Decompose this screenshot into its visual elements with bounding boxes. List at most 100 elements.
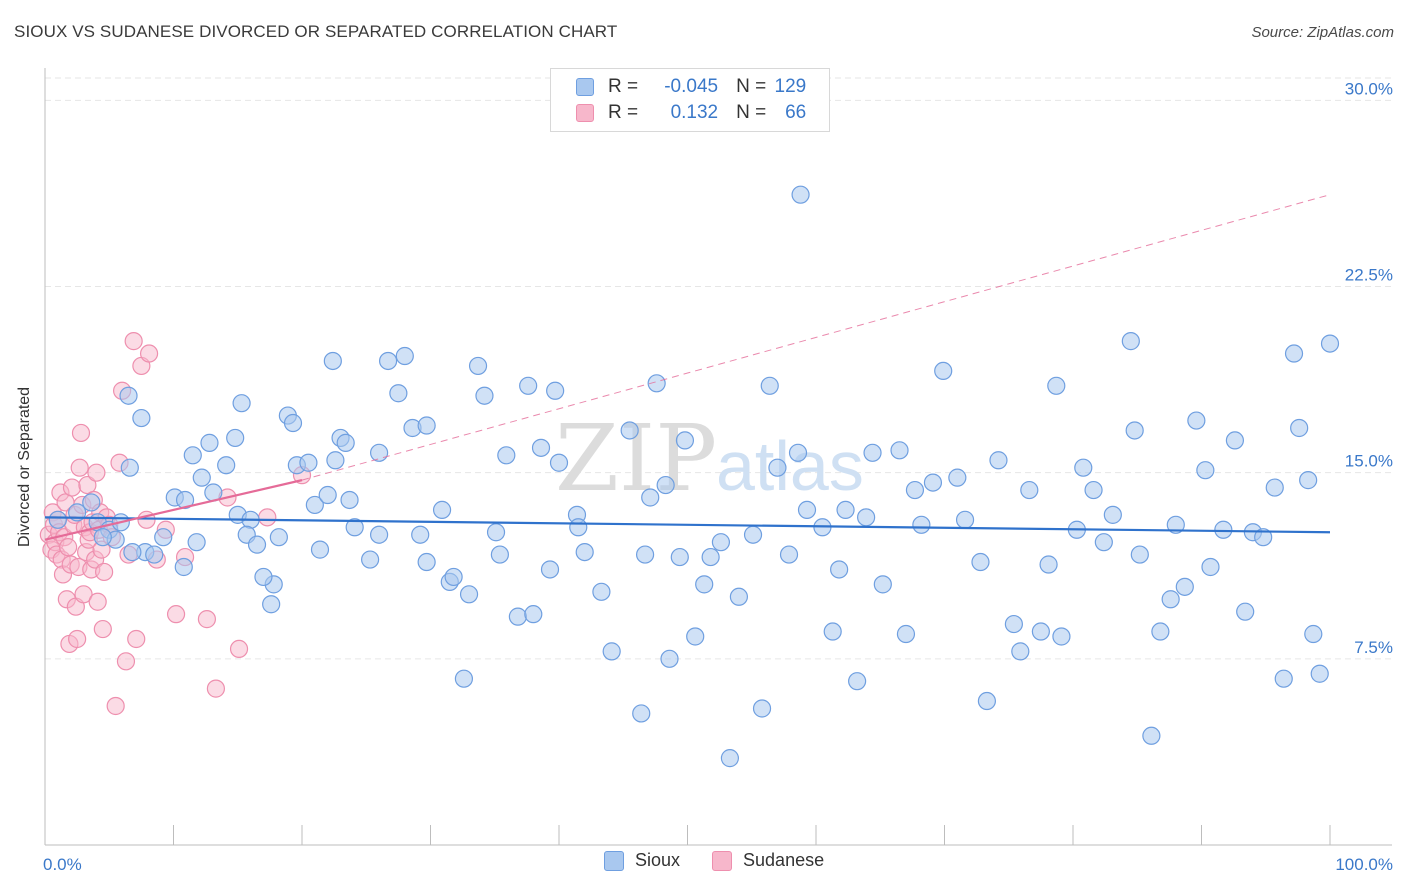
sioux-point — [120, 458, 139, 477]
sioux-point — [323, 351, 342, 371]
sioux-point — [459, 585, 479, 604]
sioux-point — [989, 451, 1008, 470]
sioux-legend-label: Sioux — [635, 850, 681, 870]
sioux-point — [454, 669, 474, 688]
sioux-point — [830, 560, 849, 579]
sioux-point — [299, 453, 318, 472]
sudanese-trend-extension — [301, 194, 1331, 481]
sudanese-point — [59, 538, 78, 557]
sioux-point — [531, 438, 551, 457]
sioux-point — [417, 416, 436, 435]
sioux-point — [1265, 478, 1284, 497]
sioux-point — [569, 518, 588, 537]
sioux-point — [310, 540, 330, 559]
sioux-point — [417, 552, 436, 572]
sioux-point — [389, 384, 408, 403]
sioux-point — [797, 500, 817, 520]
sioux-point — [1236, 602, 1255, 621]
legend-r-label: R = — [608, 102, 639, 123]
sioux-point — [378, 351, 398, 371]
sioux-points — [48, 185, 1340, 768]
sioux-point — [1304, 624, 1323, 644]
sudanese-point — [106, 696, 125, 716]
sioux-point — [1201, 557, 1220, 577]
watermark-zip: ZIP — [555, 405, 717, 512]
sioux-point — [546, 381, 565, 400]
legend-item-sioux: Sioux — [604, 850, 680, 871]
sioux-point — [490, 545, 509, 564]
sudanese-point — [258, 508, 277, 527]
y-tick-label: 15.0% — [1345, 452, 1393, 471]
sioux-point — [823, 622, 842, 641]
sudanese-swatch — [576, 104, 594, 122]
sioux-point — [641, 488, 660, 507]
sioux-point — [1039, 555, 1058, 574]
sioux-point — [187, 533, 206, 552]
y-tick-label: 7.5% — [1354, 638, 1393, 657]
sioux-point — [701, 547, 720, 567]
legend-n-value: 129 — [774, 76, 807, 97]
sioux-point — [768, 458, 787, 477]
sioux-point — [226, 428, 245, 448]
sioux-point — [217, 456, 236, 475]
chart-title: SIOUX VS SUDANESE DIVORCED OR SEPARATED … — [14, 22, 618, 41]
sioux-point — [336, 433, 355, 452]
sioux-point — [370, 443, 389, 462]
sioux-point — [361, 550, 380, 569]
sioux-point — [602, 642, 621, 661]
sioux-point — [1320, 334, 1340, 353]
sioux-point — [635, 545, 655, 564]
sioux-point — [497, 446, 516, 465]
sudanese-point — [229, 639, 249, 659]
sudanese-point — [70, 458, 89, 477]
gridlines — [45, 77, 1392, 660]
tick-labels: 7.5% 15.0% 22.5% 30.0% 0.0% 100.0% — [43, 79, 1393, 874]
sioux-point — [656, 475, 675, 495]
sioux-point — [145, 545, 164, 564]
stats-legend: R = -0.045 N = 129 R = 0.132 N = 66 — [550, 68, 830, 132]
watermark-atlas: atlas — [716, 427, 864, 505]
sudanese-point — [87, 463, 106, 482]
y-tick-label: 22.5% — [1345, 266, 1393, 285]
sioux-point — [1225, 431, 1245, 450]
sioux-point — [1125, 421, 1144, 440]
sudanese-legend-label: Sudanese — [743, 850, 825, 870]
sudanese-legend-swatch — [712, 850, 733, 871]
sioux-point — [1214, 520, 1233, 539]
sioux-point — [200, 433, 219, 452]
sioux-point — [863, 443, 882, 462]
sioux-point — [345, 518, 364, 537]
sioux-point — [848, 672, 867, 691]
sioux-point — [1074, 458, 1093, 477]
sioux-point — [82, 493, 101, 512]
sioux-point — [1142, 726, 1161, 745]
sioux-point — [132, 408, 151, 428]
sudanese-point — [206, 679, 226, 698]
sioux-point — [620, 421, 639, 440]
sudanese-point — [124, 332, 143, 351]
sioux-point — [540, 560, 560, 579]
sioux-point — [475, 386, 494, 405]
sioux-point — [175, 490, 195, 510]
sioux-trend-line — [44, 516, 1331, 534]
sudanese-point — [116, 652, 136, 671]
sudanese-point — [68, 629, 87, 649]
sioux-point — [971, 552, 990, 572]
sioux-point — [262, 595, 281, 614]
sioux-point — [1187, 411, 1206, 430]
sioux-point — [905, 480, 925, 500]
sioux-point — [1031, 622, 1050, 641]
sioux-point — [1130, 545, 1149, 564]
legend-row-sioux: R = -0.045 N = 129 — [576, 75, 806, 99]
y-tick-label: 30.0% — [1345, 79, 1393, 98]
sioux-point — [711, 533, 731, 552]
sioux-point — [1004, 614, 1023, 634]
legend-n-label: N = — [736, 76, 767, 97]
sioux-point — [247, 535, 267, 554]
sioux-point — [1151, 622, 1170, 641]
sioux-point — [779, 545, 799, 564]
sioux-point — [340, 490, 359, 510]
sioux-point — [670, 547, 689, 567]
sioux-point — [836, 500, 855, 520]
